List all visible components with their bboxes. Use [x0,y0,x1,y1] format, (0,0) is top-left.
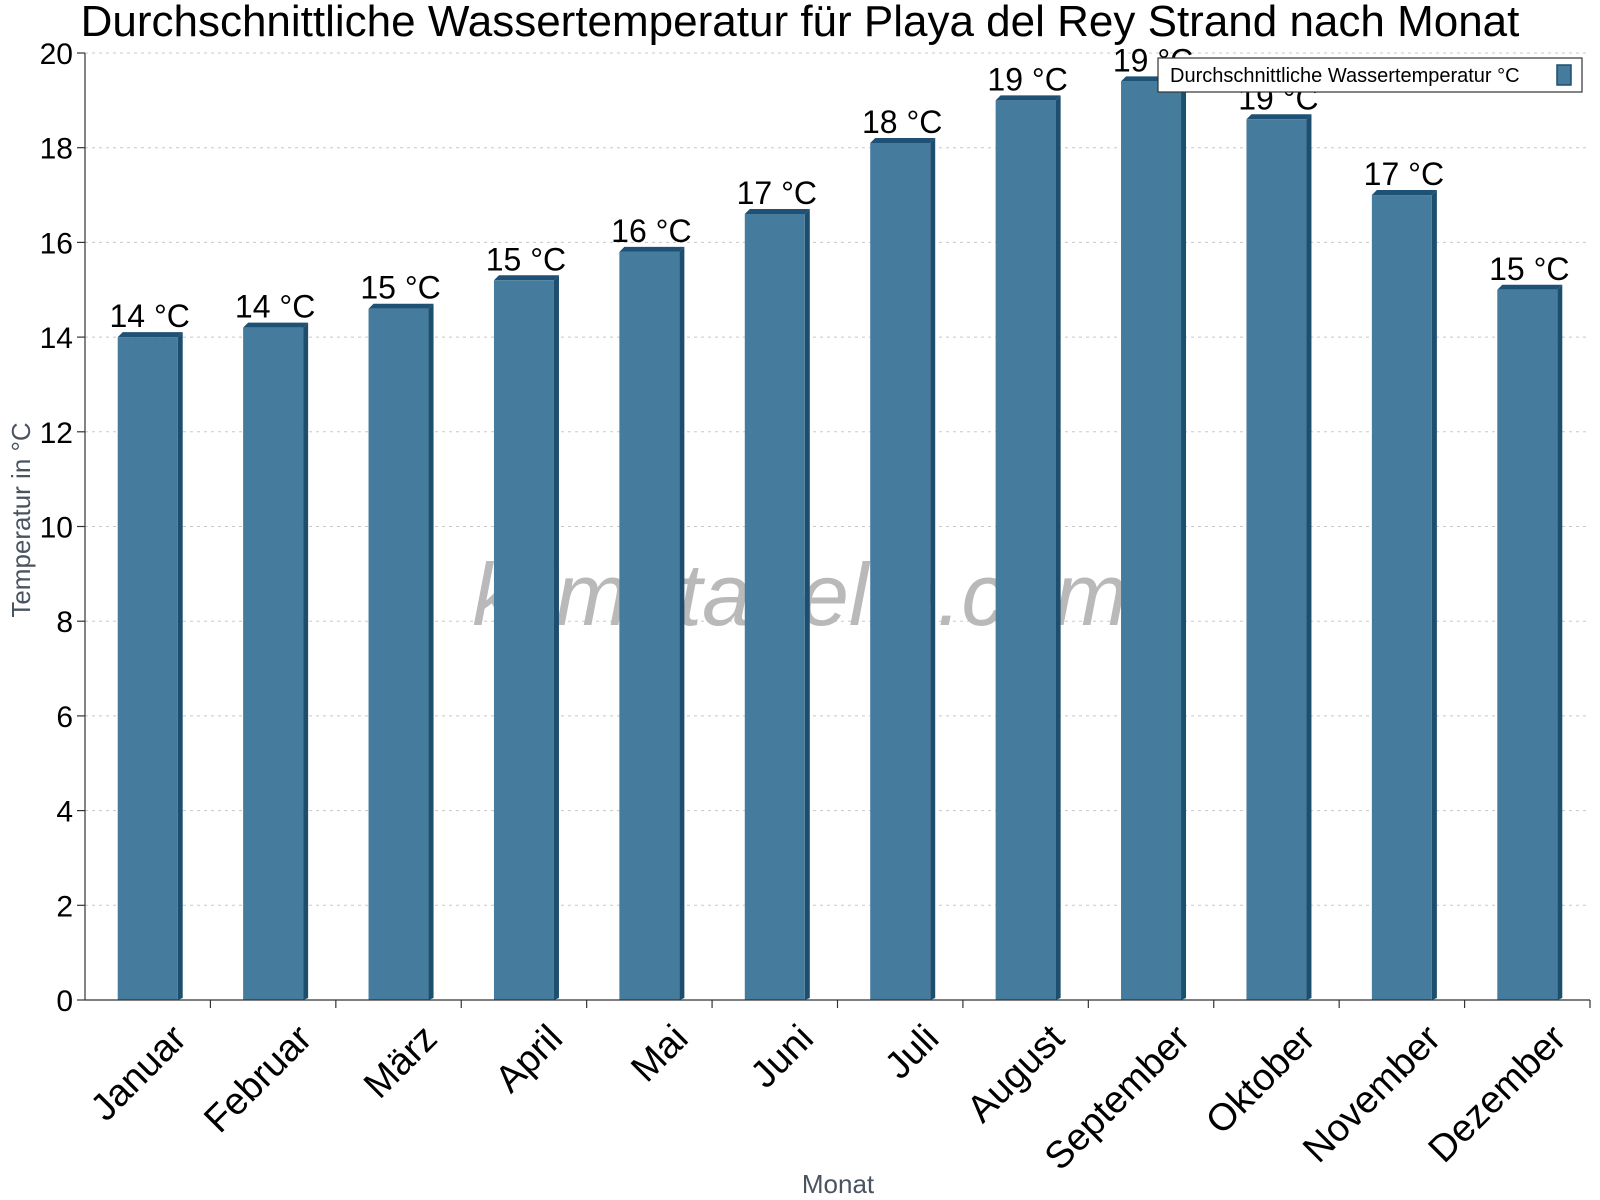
y-tick-label: 2 [56,890,73,923]
bar-top [368,303,434,309]
bar-11 [1371,190,1437,1001]
bar-side [553,275,559,1000]
bar-top [1246,114,1312,120]
y-tick-label: 0 [56,985,73,1018]
bar-top [493,275,559,281]
data-label: 17 °C [1364,156,1444,192]
legend-swatch [1556,64,1572,86]
bar-12 [1497,284,1563,1000]
bar-top [117,332,183,338]
grid-lines [85,52,1590,906]
bar-side [679,246,685,1000]
bar-side [1306,114,1312,1001]
bar-top [1371,190,1437,196]
y-tick-label: 20 [40,38,73,71]
data-label: 18 °C [862,104,942,140]
bar-front [1121,81,1182,1000]
x-tick-label: August [959,1017,1073,1131]
bar-top [995,95,1061,101]
bar-front [1497,289,1558,1000]
bar-top [619,246,685,252]
x-tick-label: Oktober [1198,1017,1324,1143]
bar-1 [117,332,183,1001]
y-tick-label: 12 [40,417,73,450]
bar-5 [619,246,685,1000]
bar-front [995,100,1056,1001]
legend-label: Durchschnittliche Wassertemperatur °C [1170,65,1520,87]
y-tick-label: 8 [56,606,73,639]
bar-2 [243,322,309,1000]
data-label: 15 °C [486,241,566,277]
bar-9 [1121,76,1187,1000]
x-tick-label: Januar [83,1017,195,1129]
y-tick-label: 10 [40,512,73,545]
x-tick-label: Mai [623,1017,696,1090]
y-tick-label: 16 [40,227,73,260]
data-label: 15 °C [360,270,440,306]
bar-3 [368,303,434,1000]
bar-top [870,137,936,143]
data-label: 19 °C [987,61,1067,97]
data-label: 14 °C [235,289,315,325]
x-tick-label: Dezember [1421,1017,1575,1171]
bar-front [1371,195,1432,1001]
data-label: 14 °C [110,298,190,334]
bar-top [1497,284,1563,290]
bar-7 [870,137,936,1001]
data-label: 17 °C [737,175,817,211]
legend: Durchschnittliche Wassertemperatur °C [1157,57,1583,93]
bar-front [368,308,429,1000]
bar-4 [493,275,559,1000]
bar-6 [744,208,810,1001]
x-tick-label: Februar [196,1017,320,1141]
bar-side [930,137,936,1001]
y-tick-label: 4 [56,796,73,829]
y-tick-label: 6 [56,701,73,734]
y-axis-label: Temperatur in °C [6,422,36,617]
bar-front [117,337,178,1001]
x-axis-label: Monat [802,1169,875,1199]
bar-top [744,208,810,214]
bar-front [1246,119,1307,1001]
bar-side [428,303,434,1000]
bar-side [1181,76,1187,1000]
bar-side [804,208,810,1001]
bar-front [744,213,805,1001]
bar-side [177,332,183,1001]
legend-box [1157,57,1583,93]
x-tick-label: April [488,1017,571,1100]
bar-front [493,280,554,1000]
y-tick-label: 18 [40,133,73,166]
data-label: 16 °C [611,213,691,249]
bar-10 [1246,114,1312,1001]
bar-top [243,322,309,328]
bar-front [870,142,931,1001]
x-tick-label: Juni [743,1017,822,1096]
bar-side [303,322,309,1000]
y-tick-label: 14 [40,322,73,355]
x-tick-label: Juli [877,1017,947,1087]
x-tick-label: März [356,1017,445,1106]
bar-8 [995,95,1061,1001]
data-label: 15 °C [1489,251,1569,287]
bar-front [243,327,304,1000]
bar-side [1431,190,1437,1001]
bar-side [1055,95,1061,1001]
chart-title: Durchschnittliche Wassertemperatur für P… [81,0,1520,46]
bar-front [619,251,680,1000]
bar-side [1557,284,1563,1000]
bars [117,76,1563,1001]
